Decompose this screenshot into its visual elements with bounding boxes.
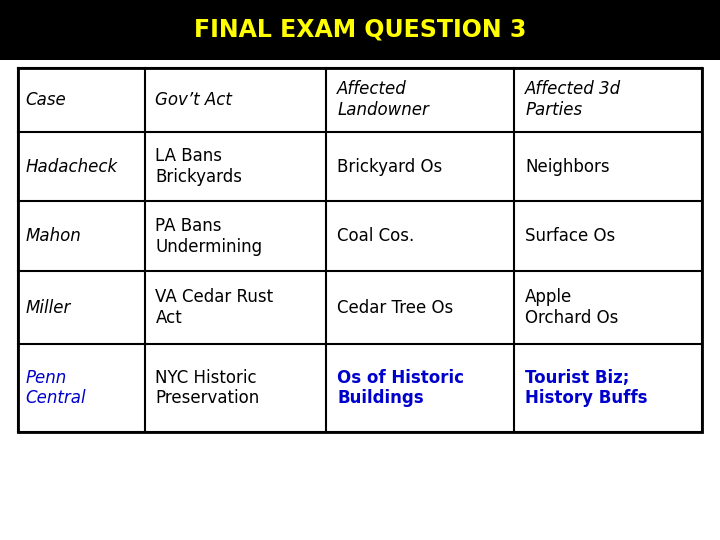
Text: Penn
Central: Penn Central — [26, 369, 86, 407]
Text: Surface Os: Surface Os — [525, 227, 616, 245]
Text: Os of Historic
Buildings: Os of Historic Buildings — [337, 369, 464, 407]
Text: Cedar Tree Os: Cedar Tree Os — [337, 299, 454, 316]
Text: LA Bans
Brickyards: LA Bans Brickyards — [156, 147, 243, 186]
Text: Neighbors: Neighbors — [525, 158, 610, 176]
Text: Brickyard Os: Brickyard Os — [337, 158, 442, 176]
Text: Mahon: Mahon — [26, 227, 81, 245]
Text: Coal Cos.: Coal Cos. — [337, 227, 414, 245]
Text: Case: Case — [26, 91, 66, 109]
Text: Apple
Orchard Os: Apple Orchard Os — [525, 288, 618, 327]
Text: Affected 3d
Parties: Affected 3d Parties — [525, 80, 621, 119]
Text: Miller: Miller — [26, 299, 71, 316]
Text: Hadacheck: Hadacheck — [26, 158, 117, 176]
Bar — [0, 0, 720, 60]
Text: Tourist Biz;
History Buffs: Tourist Biz; History Buffs — [525, 369, 648, 407]
Text: Affected
Landowner: Affected Landowner — [337, 80, 429, 119]
Text: FINAL EXAM QUESTION 3: FINAL EXAM QUESTION 3 — [194, 18, 526, 42]
Bar — [18, 68, 702, 432]
Text: VA Cedar Rust
Act: VA Cedar Rust Act — [156, 288, 274, 327]
Text: Gov’t Act: Gov’t Act — [156, 91, 233, 109]
Text: PA Bans
Undermining: PA Bans Undermining — [156, 217, 263, 256]
Text: NYC Historic
Preservation: NYC Historic Preservation — [156, 369, 260, 407]
